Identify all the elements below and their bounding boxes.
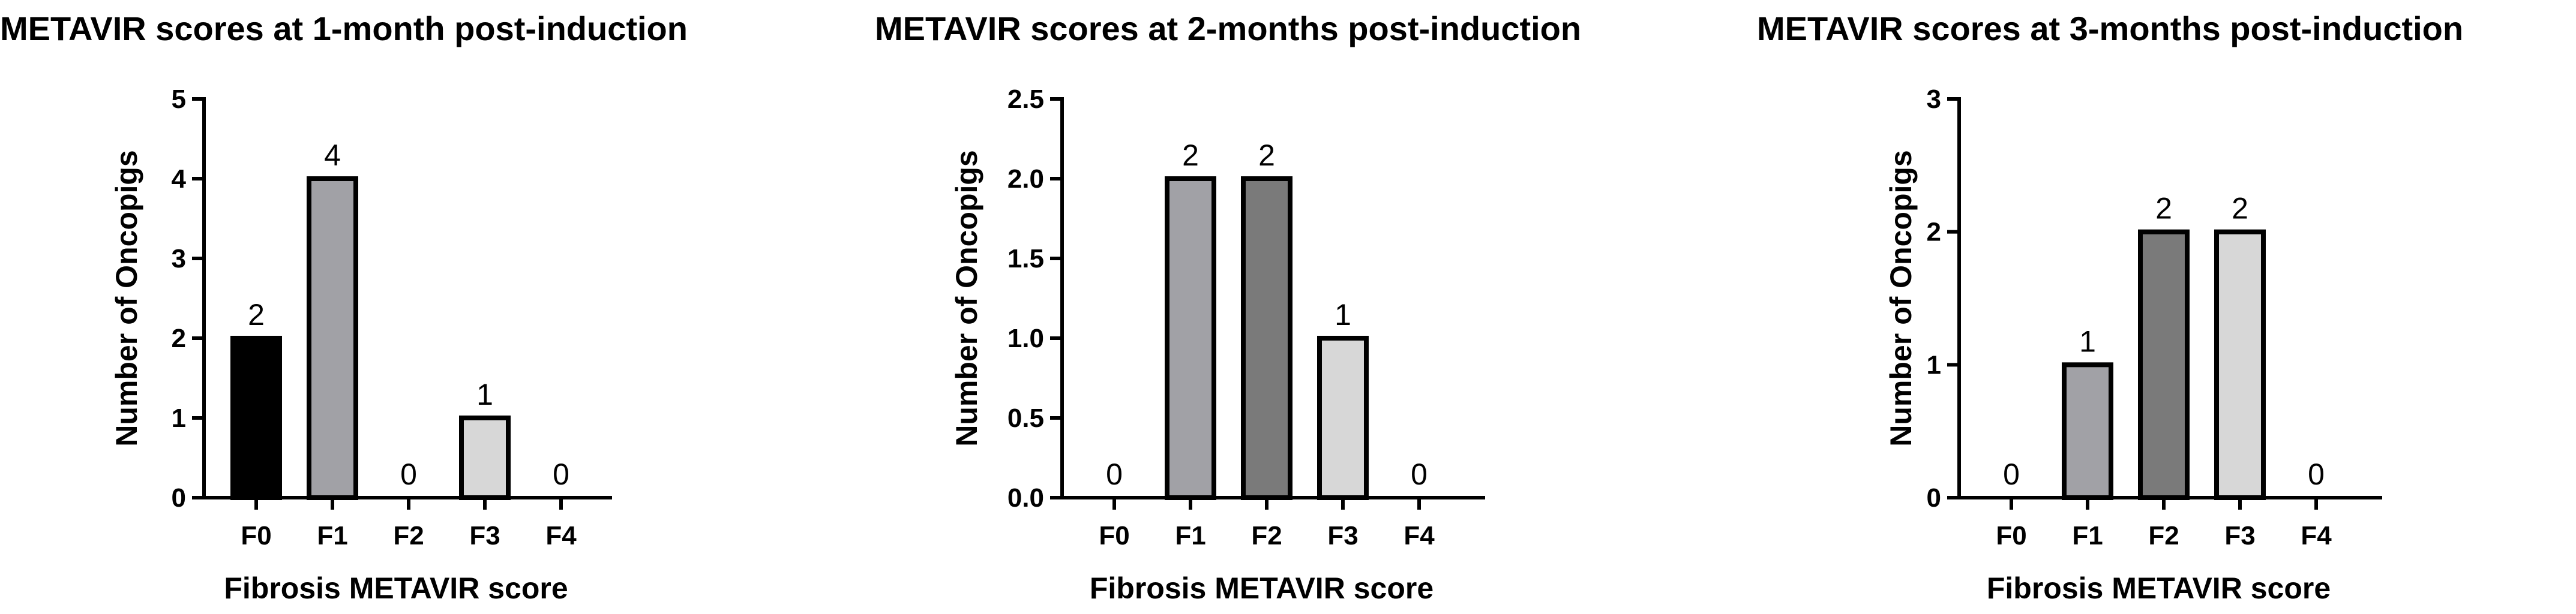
bar-f0: [230, 336, 282, 500]
bar-f3: [1317, 336, 1369, 500]
y-tick-label: 3: [172, 244, 186, 273]
x-tick-label: F2: [2148, 521, 2179, 550]
x-tick-label: F4: [1404, 521, 1435, 550]
data-label: 2: [2155, 192, 2172, 225]
data-label: 0: [1106, 458, 1123, 491]
x-tick-label: F0: [1996, 521, 2026, 550]
x-tick-label: F2: [1251, 521, 1282, 550]
x-tick-label: F4: [2301, 521, 2332, 550]
x-tick-label: F3: [2224, 521, 2255, 550]
y-tick-label: 2: [172, 324, 186, 353]
data-label: 0: [2003, 458, 2020, 491]
chart-title: METAVIR scores at 1-month post-induction: [0, 10, 688, 47]
data-label: 1: [1335, 298, 1351, 332]
data-label: 0: [2308, 458, 2325, 491]
bar-f3: [2214, 229, 2266, 500]
y-axis-title: Number of Oncopigs: [110, 150, 143, 446]
x-tick-label: F3: [469, 521, 500, 550]
chart-1: METAVIR scores at 1-month post-induction…: [0, 10, 688, 605]
y-axis-title: Number of Oncopigs: [950, 150, 983, 446]
y-tick-label: 3: [1927, 85, 1941, 114]
chart-3: METAVIR scores at 3-months post-inductio…: [1757, 10, 2463, 605]
y-tick-label: 0.5: [1007, 404, 1044, 433]
x-axis-title: Fibrosis METAVIR score: [1987, 571, 2331, 605]
x-axis-title: Fibrosis METAVIR score: [1090, 571, 1434, 605]
data-label: 2: [248, 298, 265, 332]
data-label: 1: [2079, 324, 2096, 358]
x-tick-label: F3: [1327, 521, 1358, 550]
y-tick-label: 1: [1927, 350, 1941, 380]
y-tick-label: 2: [1927, 218, 1941, 247]
y-tick-label: 5: [172, 85, 186, 114]
x-tick-label: F1: [317, 521, 347, 550]
y-tick-label: 0.0: [1007, 483, 1044, 513]
bar-f1: [2062, 362, 2113, 500]
data-label: 2: [2232, 192, 2248, 225]
x-tick-label: F4: [545, 521, 577, 550]
bar-f2: [1241, 176, 1293, 500]
x-axis-title: Fibrosis METAVIR score: [224, 571, 568, 605]
y-tick-label: 0: [172, 483, 186, 513]
bar-f2: [2138, 229, 2190, 500]
x-tick-label: F2: [393, 521, 424, 550]
x-tick-label: F0: [241, 521, 271, 550]
chart-title: METAVIR scores at 3-months post-inductio…: [1757, 10, 2463, 47]
y-tick-label: 1.5: [1007, 244, 1044, 273]
bar-f3: [459, 416, 511, 500]
data-label: 2: [1182, 139, 1199, 172]
data-label: 2: [1258, 139, 1275, 172]
y-tick-label: 2.5: [1007, 85, 1044, 114]
data-label: 0: [1411, 458, 1428, 491]
bar-f1: [1165, 176, 1216, 500]
x-tick-label: F1: [1175, 521, 1205, 550]
chart-2: METAVIR scores at 2-months post-inductio…: [875, 10, 1581, 605]
y-tick-label: 1.0: [1007, 324, 1044, 353]
bar-f1: [307, 176, 358, 500]
data-label: 1: [476, 378, 493, 411]
y-tick-label: 0: [1927, 483, 1941, 513]
data-label: 0: [400, 458, 417, 491]
chart-title: METAVIR scores at 2-months post-inductio…: [875, 10, 1581, 47]
x-tick-label: F1: [2072, 521, 2103, 550]
y-axis-title: Number of Oncopigs: [1884, 150, 1918, 446]
data-label: 0: [553, 458, 569, 491]
data-label: 4: [324, 139, 341, 172]
y-tick-label: 4: [172, 164, 187, 194]
x-tick-label: F0: [1099, 521, 1129, 550]
y-tick-label: 1: [172, 404, 186, 433]
y-tick-label: 2.0: [1007, 164, 1044, 194]
